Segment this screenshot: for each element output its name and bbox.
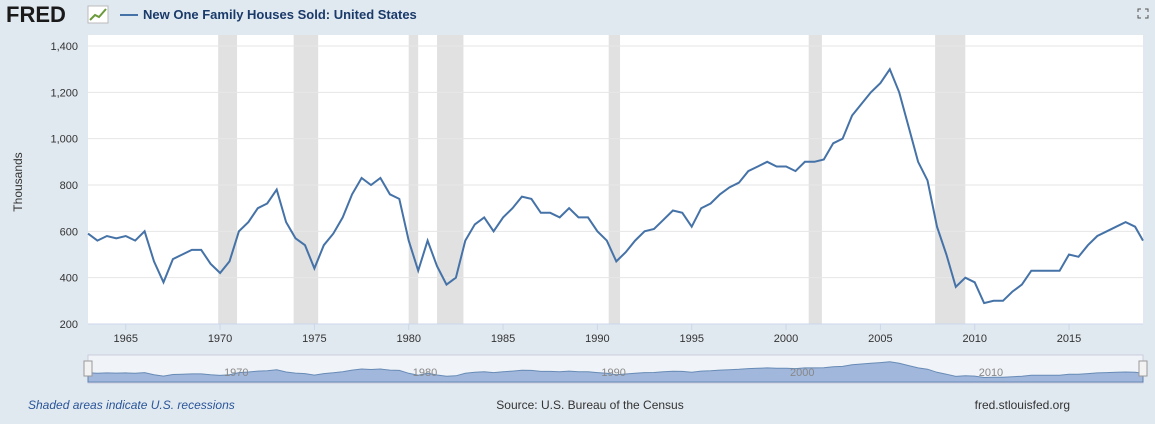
source: Source: U.S. Bureau of the Census [496,398,683,412]
x-tick-label: 2000 [774,333,798,345]
navigator-tick-label: 1980 [413,367,437,379]
navigator-handle[interactable] [83,360,93,377]
data-line [87,67,1144,305]
chart-title: New One Family Houses Sold: United State… [143,7,417,22]
x-tick-label: 1970 [208,333,232,345]
y-tick-label: 400 [60,273,78,285]
x-tick-label: 1985 [491,333,515,345]
x-tick-label: 2005 [868,333,892,345]
y-tick-label: 1,200 [50,87,78,99]
recession-band [608,35,621,324]
recession-band [935,35,966,324]
logo-icon [87,5,109,24]
x-tick-label: 1990 [585,333,609,345]
y-tick-label: 200 [60,319,78,331]
x-tick-label: 1965 [113,333,137,345]
recession-note: Shaded areas indicate U.S. recessions [28,398,235,412]
navigator-tick-label: 2010 [979,367,1003,379]
navigator-handle[interactable] [1138,360,1148,377]
logo: FRED [6,2,66,27]
x-tick-label: 1995 [679,333,703,345]
y-tick-label: 1,000 [50,134,78,146]
y-tick-label: 800 [60,180,78,192]
x-tick-label: 1975 [302,333,326,345]
x-tick-label: 1980 [396,333,420,345]
x-tick-label: 2010 [962,333,986,345]
y-axis-label: Thousands [11,152,25,211]
recession-band [218,35,238,324]
x-tick-label: 2015 [1057,333,1081,345]
navigator-tick-label: 2000 [790,367,814,379]
recession-band [808,35,822,324]
y-tick-label: 1,400 [50,41,78,53]
site: fred.stlouisfed.org [975,398,1070,412]
y-tick-label: 600 [60,226,78,238]
navigator-tick-label: 1970 [224,367,248,379]
navigator-series [87,361,1144,383]
navigator-tick-label: 1990 [601,367,625,379]
recession-band [293,35,319,324]
fullscreen-icon[interactable] [1137,8,1149,19]
recession-band [408,35,419,324]
